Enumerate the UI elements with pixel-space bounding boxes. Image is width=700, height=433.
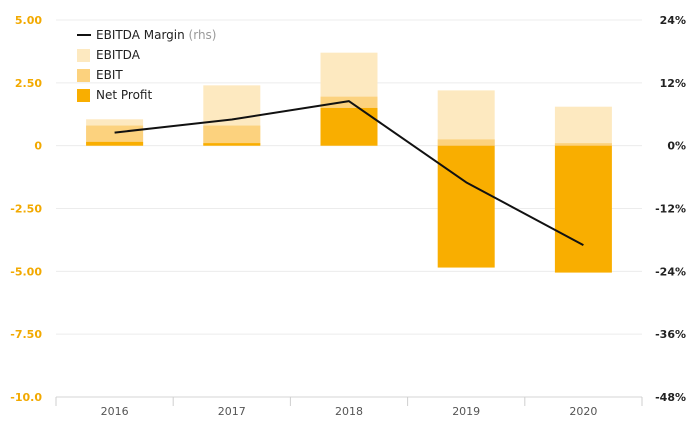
y-right-tick-label: -48% bbox=[655, 391, 686, 404]
legend-label-net-profit: Net Profit bbox=[96, 88, 152, 102]
y-left-tick-label: 5.00 bbox=[15, 14, 42, 27]
x-tick-label-2020: 2020 bbox=[569, 405, 597, 418]
x-tick-label-2018: 2018 bbox=[335, 405, 363, 418]
y-left-tick-label: -5.00 bbox=[10, 265, 42, 278]
y-right-tick-label: -12% bbox=[655, 203, 686, 216]
legend-swatch-net-profit bbox=[77, 89, 90, 102]
x-tick-label-2017: 2017 bbox=[218, 405, 246, 418]
bar-net-profit-2019 bbox=[437, 145, 495, 268]
y-left-tick-label: -2.50 bbox=[10, 203, 42, 216]
bar-ebit-2017 bbox=[203, 125, 261, 146]
y-right-tick-label: 12% bbox=[660, 77, 686, 90]
margin-line-series bbox=[114, 100, 584, 247]
legend-label-ebitda-margin: EBITDA Margin (rhs) bbox=[96, 28, 217, 42]
y-left-tick-label: -7.50 bbox=[10, 328, 42, 341]
x-tick-label-2019: 2019 bbox=[452, 405, 480, 418]
legend-label-ebitda: EBITDA bbox=[96, 48, 141, 62]
bar-ebitda-2019 bbox=[437, 90, 495, 146]
bar-net-profit-2017 bbox=[203, 143, 261, 146]
legend-swatch-ebitda bbox=[77, 49, 90, 62]
y-left-tick-label: -10.0 bbox=[10, 391, 42, 404]
legend-label-ebit: EBIT bbox=[96, 68, 123, 82]
bar-ebit-2020 bbox=[554, 143, 612, 146]
legend-swatch-ebit bbox=[77, 69, 90, 82]
bar-net-profit-2018 bbox=[320, 107, 378, 146]
x-tick-label-2016: 2016 bbox=[101, 405, 129, 418]
bar-ebitda-2020 bbox=[554, 106, 612, 146]
legend: EBITDA Margin (rhs) EBITDA EBIT Net Profit bbox=[77, 28, 217, 102]
y-left-tick-label: 2.50 bbox=[15, 77, 42, 90]
bar-net-profit-2016 bbox=[86, 141, 144, 146]
y-right-tick-label: 0% bbox=[667, 140, 686, 153]
axes: 5.00 2.50 0 -2.50 -5.00 -7.50 -10.0 24% 12% 0% -12… bbox=[10, 14, 686, 418]
y-right-tick-label: 24% bbox=[660, 14, 686, 27]
legend-note-rhs: (rhs) bbox=[185, 28, 217, 42]
y-right-tick-label: -36% bbox=[655, 328, 686, 341]
bar-net-profit-2020 bbox=[554, 145, 612, 273]
bar-series bbox=[86, 52, 612, 273]
y-right-tick-label: -24% bbox=[655, 265, 686, 278]
bar-ebit-2019 bbox=[437, 139, 495, 146]
y-left-tick-label: 0 bbox=[34, 140, 42, 153]
